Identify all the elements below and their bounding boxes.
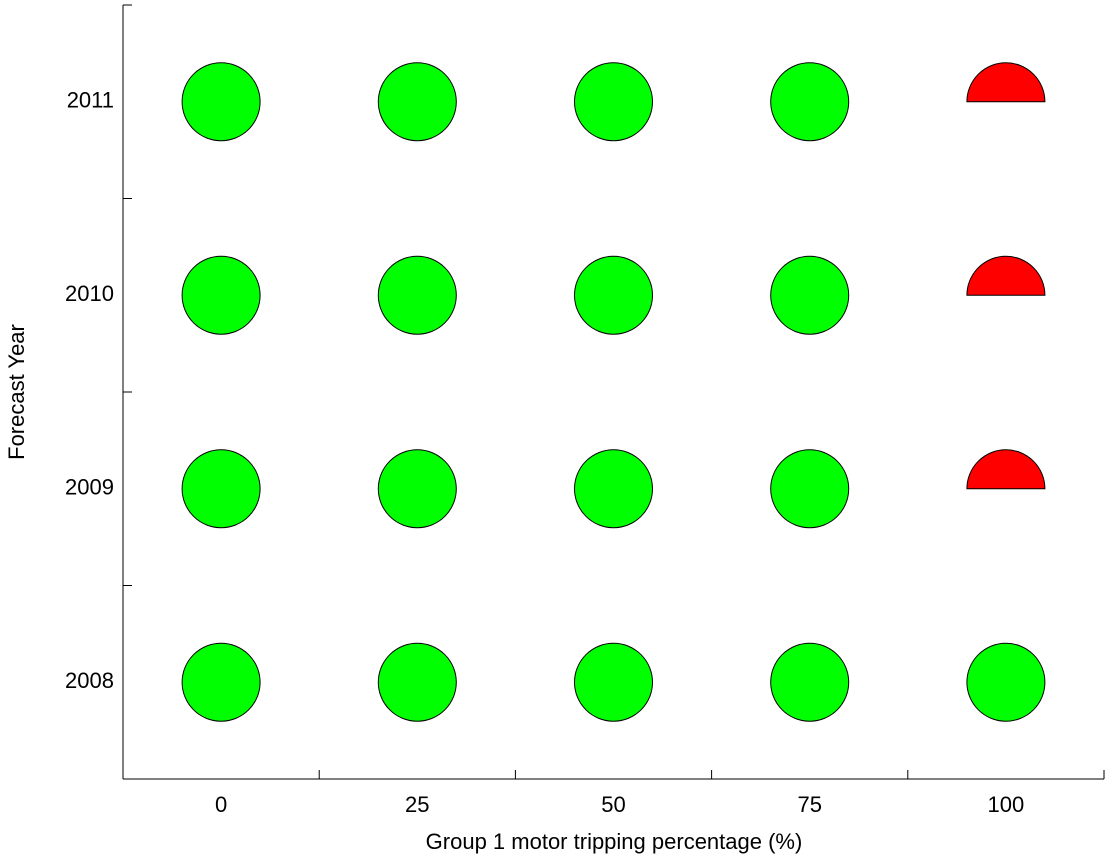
y-tick-label: 2009 [65,475,114,500]
point [966,255,1046,296]
point [966,449,1046,490]
x-tick-label: 50 [601,792,625,817]
point [377,449,457,529]
point [770,255,850,335]
point [770,62,850,142]
point [574,62,653,142]
point [770,642,850,722]
y-tick-label: 2010 [65,281,114,306]
point [770,449,850,529]
point [574,255,653,335]
point [377,62,457,142]
x-axis-label: Group 1 motor tripping percentage (%) [426,829,803,854]
x-tick-label: 100 [988,792,1025,817]
point [966,642,1046,722]
point [574,449,653,529]
point [181,62,261,142]
point [966,62,1046,103]
x-tick-label: 0 [215,792,227,817]
x-tick-label: 25 [405,792,429,817]
point [377,255,457,335]
y-tick-label: 2008 [65,668,114,693]
point [574,642,653,722]
x-tick-label: 75 [797,792,821,817]
y-axis-label: Forecast Year [4,324,29,460]
point [181,642,261,722]
point [181,449,261,529]
y-tick-label: 2011 [67,88,114,113]
point [377,642,457,722]
point [181,255,261,335]
